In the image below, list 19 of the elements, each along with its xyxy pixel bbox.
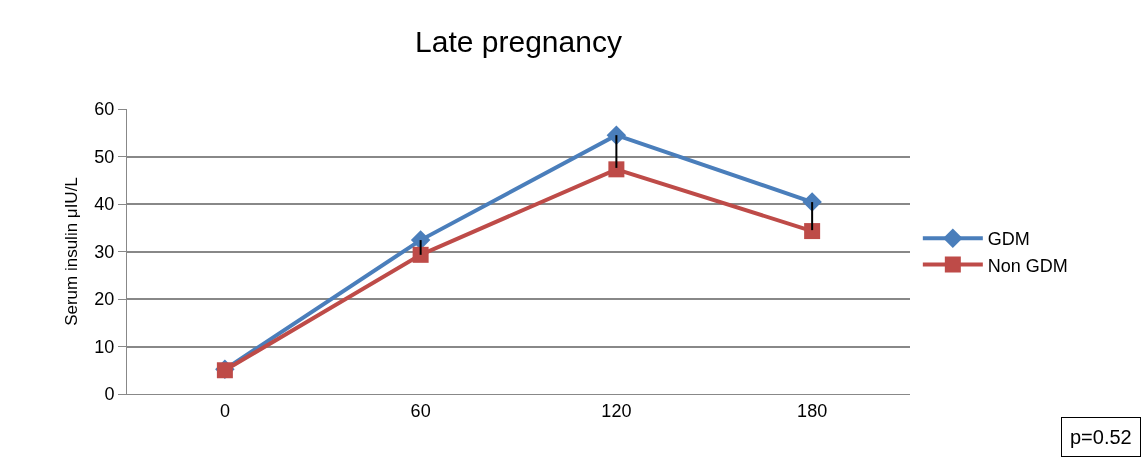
y-tick-label: 50 [94, 146, 115, 167]
x-tick-label: 120 [601, 400, 632, 421]
point [608, 161, 625, 178]
point [412, 246, 429, 263]
text: p=0.52 [1070, 426, 1132, 448]
legend-label: GDM [987, 229, 1030, 250]
chart-title: Late pregnancy [415, 24, 622, 58]
x-tick-label: 180 [797, 400, 828, 421]
y-tick-label: 20 [94, 289, 115, 310]
y-tick-label: 60 [94, 99, 115, 120]
x-tick-label: 60 [410, 400, 431, 421]
legend-label: Non GDM [987, 255, 1068, 276]
y-tick-label: 0 [104, 384, 115, 405]
y-tick-label: 10 [94, 336, 115, 357]
y-tick-label: 30 [94, 241, 115, 262]
x-tick-label: 0 [219, 400, 230, 421]
y-axis-title: Serum insulin μIU/L [61, 177, 81, 326]
point [804, 223, 821, 240]
y-tick-label: 40 [94, 194, 115, 215]
